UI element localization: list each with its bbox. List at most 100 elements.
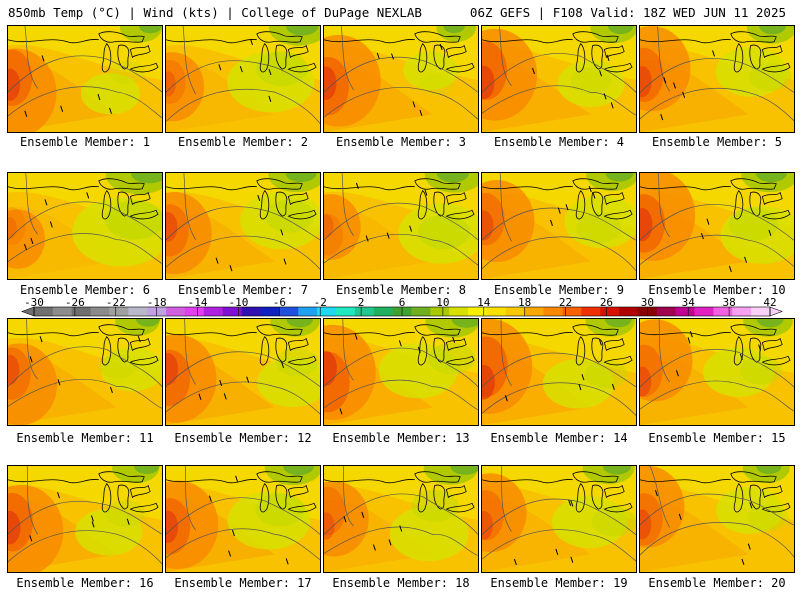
ensemble-member-label: Ensemble Member: 3 <box>335 135 467 149</box>
colorbar-segment <box>713 307 733 316</box>
wind-barbs <box>208 475 289 565</box>
height-contours <box>166 26 320 124</box>
temperature-field <box>8 466 162 572</box>
colorbar-tick-label: 18 <box>518 298 531 309</box>
colorbar-segment <box>524 307 544 316</box>
colorbar-segment <box>166 307 186 316</box>
temperature-field <box>640 173 794 279</box>
wind-barbs <box>532 54 614 109</box>
colorbar-segment <box>317 307 337 316</box>
height-contours <box>640 26 794 122</box>
ensemble-member-label: Ensemble Member: 10 <box>648 283 786 297</box>
wind-barbs <box>24 55 112 117</box>
great-lakes-outline <box>324 178 475 220</box>
ensemble-member-label: Ensemble Member: 1 <box>19 135 151 149</box>
colorbar-tick-label: 2 <box>358 298 365 309</box>
ensemble-member-label: Ensemble Member: 5 <box>651 135 783 149</box>
height-contours <box>166 466 320 560</box>
ensemble-member-map-10 <box>639 172 795 280</box>
wind-barbs <box>29 336 141 394</box>
ensemble-member-map-5 <box>639 25 795 133</box>
wind-barbs <box>504 339 615 402</box>
great-lakes-outline <box>8 178 159 220</box>
colorbar-segment <box>298 307 318 316</box>
height-contours <box>640 466 794 558</box>
colorbar-segment <box>694 307 714 316</box>
ensemble-member-label: Ensemble Member: 16 <box>16 576 154 590</box>
colorbar-segment <box>449 307 469 316</box>
colorbar-tick-label: -14 <box>188 298 208 309</box>
great-lakes-outline <box>8 471 159 513</box>
height-contours <box>640 173 794 267</box>
ensemble-member-map-6 <box>7 172 163 280</box>
colorbar-segment <box>732 307 752 316</box>
great-lakes-outline <box>482 31 633 73</box>
colorbar-segment <box>619 307 639 316</box>
temperature-field <box>324 26 478 132</box>
ensemble-member-label: Ensemble Member: 13 <box>332 431 470 445</box>
temperature-colorbar: -30 -26 -22 -18 -14 -10 -6 -2 2 6 10 14 18 22 26 30 34 38… <box>20 298 786 318</box>
colorbar-tick-label: -10 <box>229 298 249 309</box>
ensemble-member-label: Ensemble Member: 6 <box>19 283 151 297</box>
great-lakes-outline <box>8 31 159 73</box>
colorbar-tick-label: 6 <box>399 298 406 309</box>
wind-barbs <box>700 218 772 273</box>
temperature-field <box>166 173 320 279</box>
colorbar-tick-label: -6 <box>273 298 286 309</box>
wind-barbs <box>24 192 90 251</box>
great-lakes-outline <box>640 31 791 73</box>
colorbar-segment <box>128 307 148 316</box>
colorbar-tick-label: 10 <box>436 298 449 309</box>
temperature-field <box>8 173 162 279</box>
wind-barbs <box>215 194 287 272</box>
colorbar-segment <box>430 307 450 316</box>
colorbar-segment <box>354 307 374 316</box>
temperature-field <box>8 319 162 425</box>
temperature-field <box>324 173 478 279</box>
temperature-field <box>482 26 636 132</box>
ensemble-member-map-16 <box>7 465 163 573</box>
ensemble-member-map-8 <box>323 172 479 280</box>
ensemble-member-map-19 <box>481 465 637 573</box>
temperature-field <box>324 319 478 425</box>
great-lakes-outline <box>640 471 791 513</box>
colorbar-segment <box>373 307 393 316</box>
colorbar-segment <box>675 307 695 316</box>
wind-barbs <box>29 492 130 542</box>
ensemble-member-label: Ensemble Member: 12 <box>174 431 312 445</box>
colorbar-tick-label: -18 <box>147 298 167 309</box>
ensemble-member-label: Ensemble Member: 19 <box>490 576 628 590</box>
ensemble-member-label: Ensemble Member: 20 <box>648 576 786 590</box>
colorbar-tick-label: 14 <box>477 298 491 309</box>
great-lakes-outline <box>482 178 633 220</box>
height-contours <box>640 319 794 412</box>
colorbar-tick-label: 22 <box>559 298 572 309</box>
ensemble-member-label: Ensemble Member: 14 <box>490 431 628 445</box>
great-lakes-outline <box>324 31 475 73</box>
colorbar-segment <box>581 307 601 316</box>
colorbar-segment <box>71 307 91 316</box>
wind-barbs <box>513 499 574 566</box>
temperature-field <box>640 26 794 132</box>
ensemble-member-map-3 <box>323 25 479 133</box>
temperature-field <box>640 466 794 572</box>
height-contours <box>482 26 636 116</box>
ensemble-member-map-15 <box>639 318 795 426</box>
ensemble-member-label: Ensemble Member: 11 <box>16 431 154 445</box>
ensemble-member-map-18 <box>323 465 479 573</box>
wind-barbs <box>660 50 715 121</box>
height-contours <box>482 173 636 271</box>
ensemble-member-map-12 <box>165 318 321 426</box>
colorbar-tick-label: 30 <box>641 298 654 309</box>
colorbar-tick-label: -22 <box>106 298 126 309</box>
colorbar-tick-label: 42 <box>763 298 776 309</box>
temperature-field <box>482 466 636 572</box>
colorbar-segment <box>90 307 110 316</box>
temperature-field <box>324 466 478 572</box>
colorbar-segment <box>203 307 224 316</box>
ensemble-member-map-7 <box>165 172 321 280</box>
height-contours <box>324 26 478 120</box>
wind-barbs <box>675 331 762 377</box>
great-lakes-outline <box>640 178 791 220</box>
ensemble-member-map-2 <box>165 25 321 133</box>
